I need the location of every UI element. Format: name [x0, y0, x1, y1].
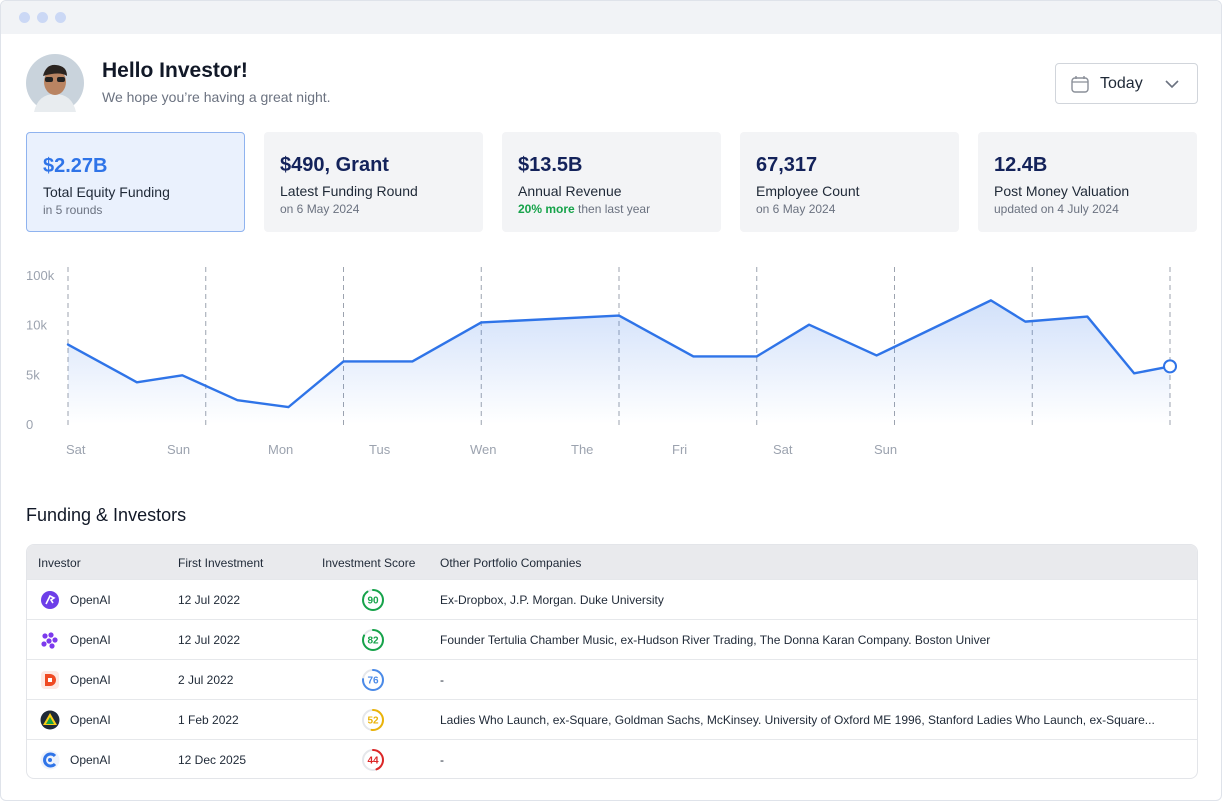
stat-note: then last year	[574, 202, 651, 216]
calendar-icon	[1071, 76, 1089, 93]
date-picker-label: Today	[1100, 75, 1143, 92]
greeting-subtitle: We hope you’re having a great night.	[102, 89, 331, 105]
y-tick-label: 0	[26, 417, 33, 432]
stat-label: Latest Funding Round	[280, 183, 418, 199]
score-value: 52	[367, 716, 379, 727]
portfolio: Ladies Who Launch, ex-Square, Goldman Sa…	[440, 713, 1155, 727]
stat-label: Post Money Valuation	[994, 183, 1130, 199]
greeting: Hello Investor!	[102, 59, 248, 82]
portfolio: -	[440, 673, 444, 687]
y-tick-label: 5k	[26, 367, 40, 382]
investor-logo	[40, 750, 60, 770]
first-investment: 12 Jul 2022	[178, 593, 241, 607]
window-dot	[19, 12, 30, 23]
first-investment: 12 Dec 2025	[178, 753, 247, 767]
investor-logo	[40, 710, 60, 730]
stat-label: Employee Count	[756, 183, 860, 199]
x-tick-label: Sat	[66, 442, 86, 457]
window-dot	[55, 12, 66, 23]
x-tick-label: Tus	[369, 442, 391, 457]
x-tick-label: Wen	[470, 442, 497, 457]
score-arc	[362, 749, 384, 771]
investor-name: OpenAI	[70, 633, 111, 647]
score-arc	[362, 709, 384, 731]
investor-name: OpenAI	[70, 713, 111, 727]
section-title: Funding & Investors	[26, 505, 187, 525]
score-ring: 76	[362, 669, 384, 691]
investor-logo	[41, 591, 59, 609]
column-header: Other Portfolio Companies	[440, 556, 582, 570]
line	[66, 299, 1172, 409]
stat-card[interactable]: $2.27B Total Equity Funding in 5 rounds	[26, 132, 245, 232]
stat-label: Total Equity Funding	[43, 184, 170, 200]
first-investment: 1 Feb 2022	[178, 713, 239, 727]
stat-value: 67,317	[756, 154, 818, 176]
x-tick-label: Sat	[773, 442, 793, 457]
chevron-icon	[1165, 80, 1179, 89]
column-header: First Investment	[178, 556, 264, 570]
stat-note-row: 20% more then last year	[518, 202, 650, 216]
first-investment: 12 Jul 2022	[178, 633, 241, 647]
first-investment: 2 Jul 2022	[178, 673, 234, 687]
score-value: 82	[367, 636, 379, 647]
score-ring: 44	[362, 749, 384, 771]
stat-card[interactable]: 12.4B Post Money Valuation updated on 4 …	[978, 132, 1197, 232]
column-header: Investor	[38, 556, 81, 570]
x-tick-label: Mon	[268, 442, 293, 457]
y-tick-label: 10k	[26, 318, 47, 333]
portfolio: Ex-Dropbox, J.P. Morgan. Duke University	[440, 593, 664, 607]
title-bar	[1, 1, 1221, 34]
stat-note: in 5 rounds	[43, 203, 103, 217]
stat-note: on 6 May 2024	[280, 202, 360, 216]
avatar	[26, 54, 84, 112]
y-tick-label: 100k	[26, 268, 55, 283]
score-arc	[362, 629, 384, 651]
investor-logo	[41, 632, 58, 649]
stat-value: $2.27B	[43, 155, 108, 177]
x-tick-label: Sun	[167, 442, 190, 457]
score-ring: 52	[362, 709, 384, 731]
investor-name: OpenAI	[70, 593, 111, 607]
table-row[interactable]: OpenAI 2 Jul 2022 76 -	[27, 659, 1197, 699]
x-tick-label: The	[571, 442, 593, 457]
window-dot	[37, 12, 48, 23]
table-row[interactable]: OpenAI 12 Jul 2022 82 Founder Tertulia C…	[27, 619, 1197, 659]
stat-value: 12.4B	[994, 154, 1048, 176]
score-arc	[362, 669, 384, 691]
investor-logo	[41, 671, 59, 689]
portfolio: -	[440, 753, 444, 767]
area	[68, 300, 1170, 424]
stat-note: updated on 4 July 2024	[994, 202, 1119, 216]
column-header: Investment Score	[322, 556, 416, 570]
table-row[interactable]: OpenAI 1 Feb 2022 52 Ladies Who Launch, …	[27, 699, 1197, 739]
table: Investor First Investment Investment Sco…	[26, 544, 1198, 779]
score-value: 76	[367, 676, 379, 687]
table-row[interactable]: OpenAI 12 Dec 2025 44 -	[27, 739, 1197, 778]
investor-name: OpenAI	[70, 753, 111, 767]
x-tick-label: Fri	[672, 442, 687, 457]
stat-value: $490, Grant	[280, 154, 389, 176]
score-value: 90	[367, 596, 379, 607]
date-picker[interactable]: Today	[1055, 63, 1198, 104]
score-arc	[362, 589, 384, 611]
score-value: 44	[367, 756, 379, 767]
stat-card[interactable]: $13.5B Annual Revenue 20% more then last…	[502, 132, 721, 232]
portfolio: Founder Tertulia Chamber Music, ex-Hudso…	[440, 633, 991, 647]
investor-name: OpenAI	[70, 673, 111, 687]
stat-note: on 6 May 2024	[756, 202, 836, 216]
stat-value: $13.5B	[518, 154, 583, 176]
stat-card[interactable]: 67,317 Employee Count on 6 May 2024	[740, 132, 959, 232]
end-marker	[1163, 359, 1177, 374]
stat-card[interactable]: $490, Grant Latest Funding Round on 6 Ma…	[264, 132, 483, 232]
score-ring: 82	[362, 629, 384, 651]
chart: 0 5k 10k 100k Sat Sun Mon Tus Wen The Fri Sat Sun	[26, 267, 1177, 457]
stat-label: Annual Revenue	[518, 183, 622, 199]
table-header: Investor First Investment Investment Sco…	[27, 545, 1197, 580]
score-ring: 90	[362, 589, 384, 611]
x-tick-label: Sun	[874, 442, 897, 457]
table-row[interactable]: OpenAI 12 Jul 2022 90 Ex-Dropbox, J.P. M…	[27, 579, 1197, 619]
stat-note-highlight: 20% more	[518, 202, 575, 216]
